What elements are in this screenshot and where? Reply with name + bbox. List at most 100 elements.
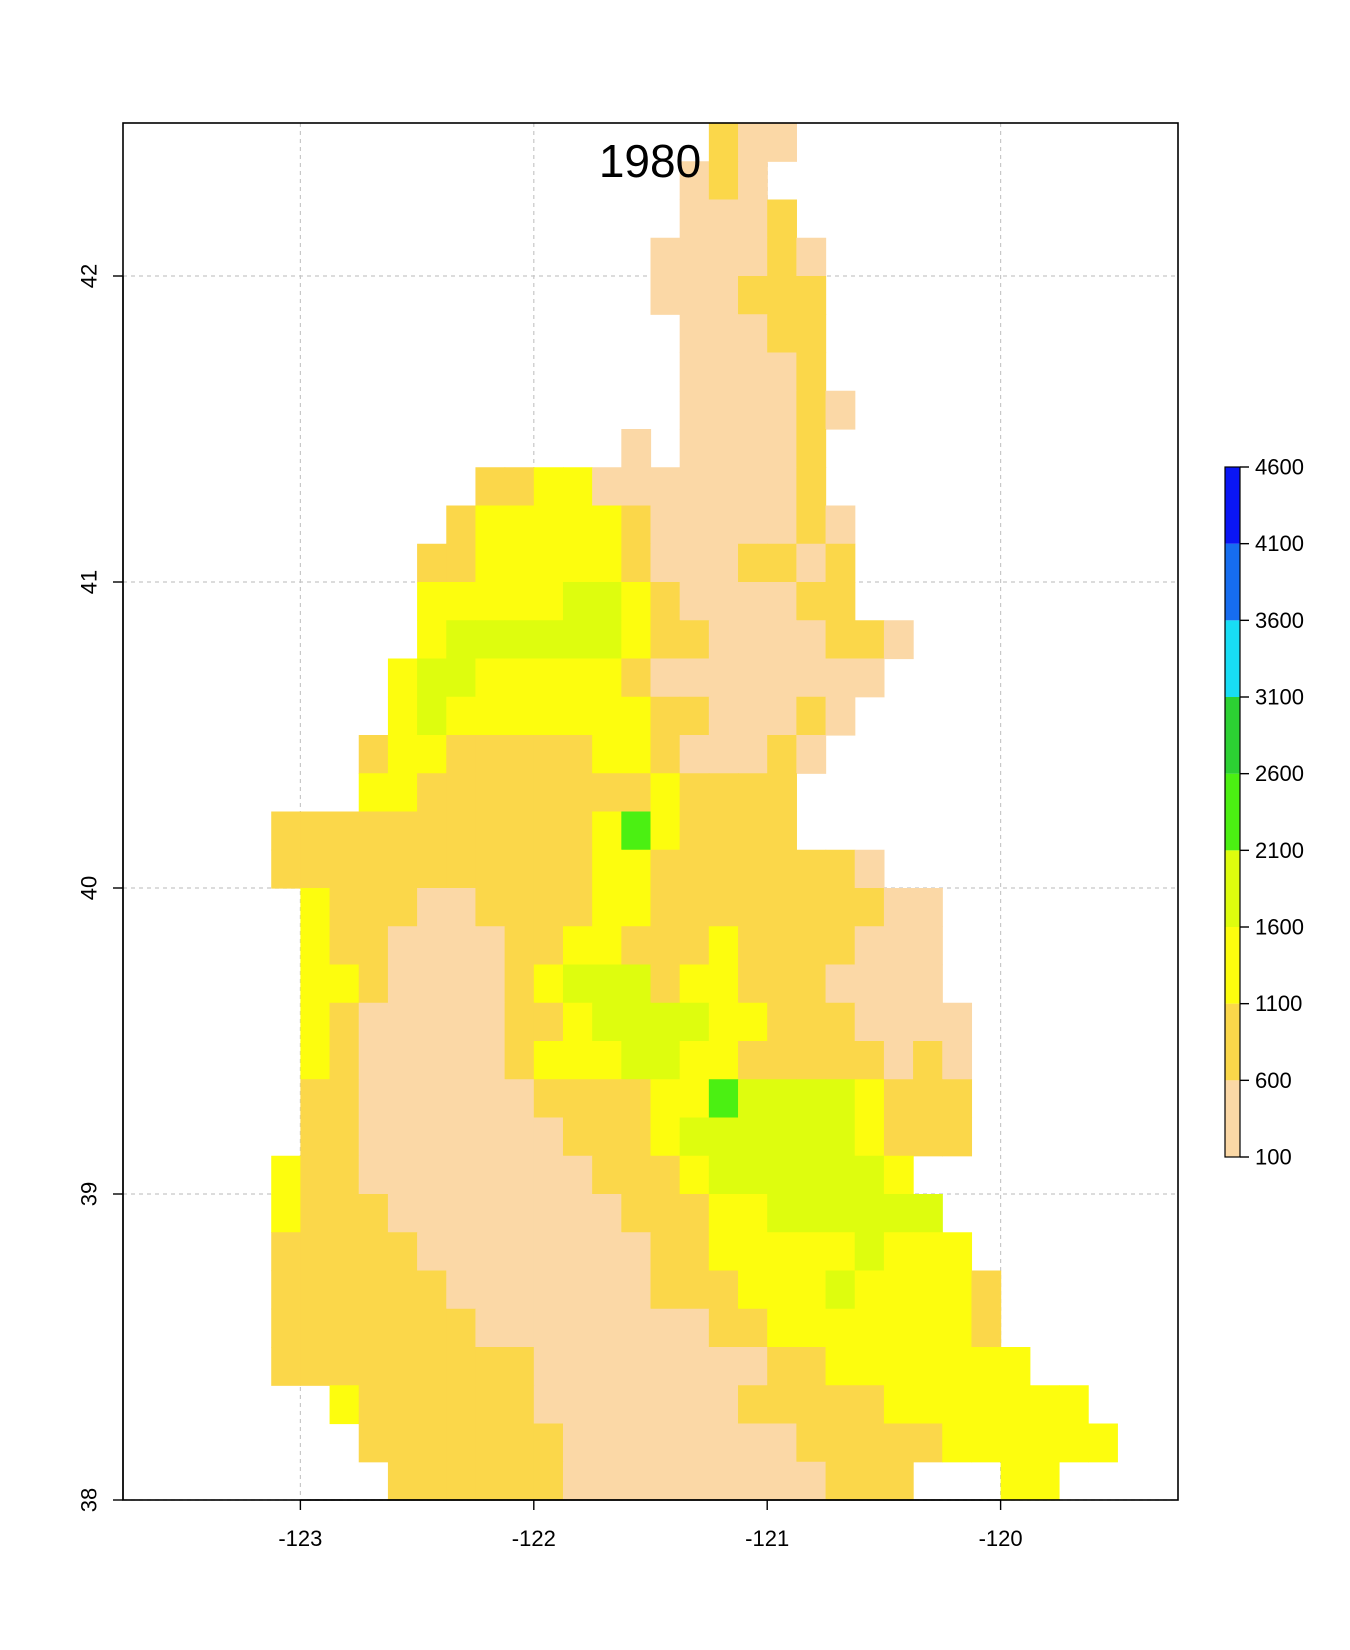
raster-cell <box>562 849 593 889</box>
color-legend: 100 600 1100 1600 2100 2600 3100 3600 4100 4600 <box>1224 455 1304 1170</box>
raster-cell <box>854 1002 885 1042</box>
raster-cell <box>358 849 389 889</box>
raster-cell <box>504 1002 535 1042</box>
raster-cell <box>475 1232 506 1272</box>
raster-cell <box>358 1194 389 1233</box>
raster-cell <box>621 620 652 660</box>
raster-cell <box>738 582 768 621</box>
raster-cell <box>738 237 768 277</box>
raster-cell <box>942 1385 973 1425</box>
raster-cell <box>650 1347 681 1386</box>
raster-cell <box>883 1041 914 1080</box>
raster-cell <box>271 811 301 851</box>
raster-cell <box>708 1155 739 1195</box>
raster-cell <box>475 1194 506 1233</box>
raster-cell <box>417 773 447 813</box>
raster-cell <box>621 1002 652 1042</box>
raster-cell <box>592 1232 622 1272</box>
raster-cell <box>883 964 914 1004</box>
raster-cell <box>562 773 593 813</box>
raster-cell <box>300 1270 331 1310</box>
raster-cell <box>679 811 710 851</box>
raster-cell <box>387 1232 418 1272</box>
raster-cell <box>358 1041 389 1080</box>
raster-cell <box>446 1385 477 1425</box>
raster-cell <box>854 1461 885 1501</box>
raster-cell <box>767 696 797 736</box>
raster-cell <box>533 1270 564 1310</box>
raster-cell <box>796 352 827 392</box>
raster-cell <box>358 735 389 774</box>
raster-cell <box>767 429 797 468</box>
raster-cell <box>767 314 797 354</box>
raster-cell <box>533 582 564 621</box>
raster-cell <box>913 888 943 927</box>
raster-cell <box>708 1079 739 1119</box>
raster-cell <box>621 1347 652 1386</box>
raster-cell <box>504 1079 535 1119</box>
raster-cell <box>650 735 681 774</box>
x-tick-label: -122 <box>512 1526 556 1551</box>
raster-cell <box>358 926 389 966</box>
raster-cell <box>621 1423 652 1463</box>
raster-cell <box>300 849 331 889</box>
raster-cell <box>913 1041 943 1080</box>
raster-cell <box>796 849 827 889</box>
raster-cell <box>708 1308 739 1348</box>
raster-cell <box>767 773 797 813</box>
raster-cell <box>446 926 477 966</box>
raster-cell <box>854 1079 885 1119</box>
raster-cell <box>767 811 797 851</box>
raster-cell <box>417 1347 447 1386</box>
raster-cell <box>504 1194 535 1233</box>
raster-cell <box>738 429 768 468</box>
raster-cell <box>650 1002 681 1042</box>
raster-cell <box>679 620 710 660</box>
raster-cell <box>446 505 477 545</box>
raster-cell <box>533 849 564 889</box>
raster-cell <box>738 1002 768 1042</box>
raster-cell <box>446 543 477 583</box>
raster-cell <box>679 276 710 315</box>
raster-cell <box>883 1194 914 1233</box>
raster-cell <box>446 964 477 1004</box>
raster-cell <box>592 1423 622 1463</box>
raster-cell <box>767 888 797 927</box>
raster-cell <box>942 1002 973 1042</box>
raster-cell <box>417 926 447 966</box>
raster-cell <box>708 888 739 927</box>
raster-cell <box>738 1155 768 1195</box>
raster-cell <box>446 1423 477 1463</box>
raster-cell <box>679 849 710 889</box>
legend-swatch <box>1225 1003 1240 1081</box>
raster-cell <box>329 1385 360 1425</box>
raster-cell <box>358 1308 389 1348</box>
raster-cell <box>592 543 622 583</box>
legend-tick-label: 4600 <box>1255 455 1304 480</box>
raster-cell <box>475 1041 506 1080</box>
raster-cell <box>679 1002 710 1042</box>
raster-cell <box>417 1385 447 1425</box>
raster-cell <box>796 314 827 354</box>
raster-cell <box>650 1308 681 1348</box>
raster-cell <box>1088 1423 1118 1463</box>
raster-cell <box>650 811 681 851</box>
raster-cell <box>417 1002 447 1042</box>
raster-cell <box>621 888 652 927</box>
raster-cell <box>650 1270 681 1310</box>
raster-cell <box>679 543 710 583</box>
raster-cell <box>1000 1347 1031 1386</box>
raster-cell <box>475 773 506 813</box>
raster-cell <box>475 467 506 507</box>
raster-cell <box>621 429 652 468</box>
raster-cell <box>358 1079 389 1119</box>
raster-cell <box>883 1308 914 1348</box>
raster-cell <box>738 543 768 583</box>
raster-cell <box>300 1002 331 1042</box>
raster-cell <box>533 773 564 813</box>
raster-cell <box>913 1002 943 1042</box>
raster-cell <box>592 1461 622 1501</box>
raster-cell <box>475 1308 506 1348</box>
raster-cell <box>708 237 739 277</box>
raster-cell <box>650 582 681 621</box>
